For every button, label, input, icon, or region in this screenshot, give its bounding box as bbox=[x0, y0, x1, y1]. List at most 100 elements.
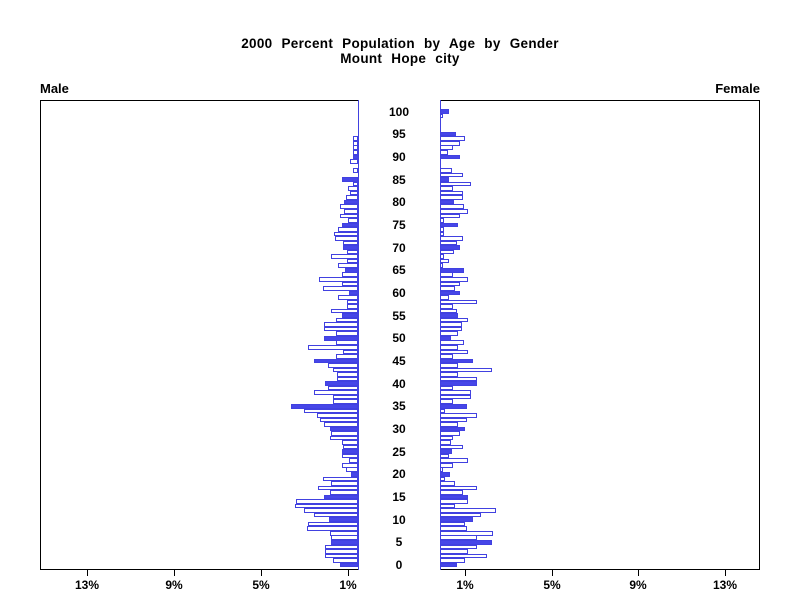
female-bar-age-66 bbox=[440, 263, 444, 268]
age-label-35: 35 bbox=[392, 399, 406, 414]
male-bar-age-74 bbox=[338, 227, 358, 232]
age-label-70: 70 bbox=[392, 240, 406, 255]
female-bar-age-31 bbox=[440, 422, 459, 427]
female-bar-age-12 bbox=[440, 508, 497, 513]
female-bar-age-56 bbox=[440, 308, 458, 314]
x-tick-1% bbox=[465, 570, 466, 576]
male-bar-age-18 bbox=[330, 481, 358, 486]
chart-title-line-2: Mount Hope city bbox=[340, 51, 460, 66]
male-bar-age-19 bbox=[323, 476, 358, 482]
female-bar-age-22 bbox=[440, 462, 454, 468]
female-panel-frame bbox=[440, 100, 760, 570]
age-label-95: 95 bbox=[392, 127, 406, 142]
male-bar-age-25 bbox=[341, 449, 358, 454]
x-tick-5% bbox=[261, 570, 262, 576]
male-bar-age-31 bbox=[324, 422, 358, 427]
x-tick-9% bbox=[638, 570, 639, 576]
male-bar-age-9 bbox=[308, 521, 358, 527]
male-panel-frame bbox=[40, 100, 358, 570]
male-bar-age-49 bbox=[336, 340, 358, 346]
age-label-30: 30 bbox=[392, 421, 406, 436]
age-label-90: 90 bbox=[392, 149, 406, 164]
male-bar-age-40 bbox=[325, 381, 358, 386]
male-bar-age-94 bbox=[352, 136, 358, 141]
female-bar-age-78 bbox=[440, 208, 469, 214]
male-bar-age-29 bbox=[330, 431, 358, 436]
female-bar-age-93 bbox=[440, 140, 460, 146]
male-bar-age-61 bbox=[323, 286, 358, 291]
male-bar-age-52 bbox=[324, 326, 358, 332]
male-bar-age-27 bbox=[341, 440, 358, 445]
female-bar-age-67 bbox=[440, 258, 449, 264]
x-tick-1% bbox=[348, 570, 349, 576]
female-bar-age-84 bbox=[440, 181, 472, 187]
female-bar-age-55 bbox=[440, 313, 459, 318]
male-bar-age-10 bbox=[328, 517, 358, 522]
male-bar-age-79 bbox=[339, 204, 358, 210]
male-bar-age-17 bbox=[317, 485, 358, 491]
female-bar-age-61 bbox=[440, 286, 456, 291]
male-bar-age-71 bbox=[342, 240, 358, 246]
male-bar-age-70 bbox=[342, 245, 358, 250]
female-bar-age-73 bbox=[440, 231, 445, 237]
male-bar-age-78 bbox=[343, 208, 358, 214]
female-bar-age-29 bbox=[440, 431, 460, 436]
female-bar-age-69 bbox=[440, 249, 455, 255]
female-bar-age-3 bbox=[440, 549, 469, 554]
male-bar-age-43 bbox=[333, 367, 358, 373]
age-label-65: 65 bbox=[392, 263, 406, 278]
male-bar-age-53 bbox=[324, 322, 358, 327]
male-bar-age-56 bbox=[330, 308, 358, 314]
age-label-40: 40 bbox=[392, 376, 406, 391]
female-bar-age-85 bbox=[440, 177, 449, 182]
male-bar-age-8 bbox=[307, 526, 358, 531]
x-tick-13% bbox=[87, 570, 88, 576]
female-bar-age-43 bbox=[440, 367, 493, 373]
female-bar-age-94 bbox=[440, 136, 465, 141]
male-bar-age-21 bbox=[346, 467, 358, 473]
female-bar-age-82 bbox=[440, 190, 463, 196]
female-bar-age-64 bbox=[440, 272, 454, 278]
female-bar-age-15 bbox=[440, 494, 469, 500]
male-bar-age-7 bbox=[329, 530, 358, 536]
male-bar-age-15 bbox=[324, 494, 358, 500]
male-bar-age-64 bbox=[341, 272, 358, 278]
age-label-25: 25 bbox=[392, 444, 406, 459]
female-bar-age-42 bbox=[440, 372, 459, 377]
x-tick-9% bbox=[174, 570, 175, 576]
female-bar-age-18 bbox=[440, 481, 456, 486]
female-bar-age-0 bbox=[440, 562, 458, 568]
age-label-100: 100 bbox=[388, 104, 410, 119]
female-bar-age-70 bbox=[440, 245, 460, 250]
x-tick-label-13%: 13% bbox=[74, 578, 100, 592]
female-bar-age-95 bbox=[440, 131, 457, 137]
female-bar-age-40 bbox=[440, 381, 477, 386]
male-bar-age-39 bbox=[327, 385, 358, 391]
female-bar-age-92 bbox=[440, 145, 454, 151]
female-bar-age-86 bbox=[440, 172, 463, 178]
female-bar-age-60 bbox=[440, 290, 460, 296]
female-bar-age-51 bbox=[440, 331, 459, 336]
female-bar-age-53 bbox=[440, 322, 462, 327]
female-bar-age-45 bbox=[440, 358, 473, 364]
male-bar-age-59 bbox=[338, 295, 358, 300]
male-bar-age-55 bbox=[341, 313, 358, 318]
female-bar-age-35 bbox=[440, 403, 468, 409]
female-bar-age-13 bbox=[440, 503, 456, 509]
female-bar-age-16 bbox=[440, 490, 463, 495]
x-tick-5% bbox=[552, 570, 553, 576]
male-bar-age-81 bbox=[346, 195, 358, 200]
female-bar-age-81 bbox=[440, 195, 463, 200]
male-bar-age-46 bbox=[336, 354, 358, 359]
male-bar-age-34 bbox=[303, 408, 358, 414]
male-bar-age-4 bbox=[325, 544, 358, 550]
age-label-85: 85 bbox=[392, 172, 406, 187]
female-bar-age-72 bbox=[440, 236, 463, 241]
male-bar-age-36 bbox=[333, 399, 358, 405]
male-inner-axis-line bbox=[358, 100, 359, 570]
male-bar-age-26 bbox=[342, 444, 358, 450]
female-bar-age-75 bbox=[440, 222, 459, 228]
female-bar-age-41 bbox=[440, 376, 477, 382]
male-bar-age-54 bbox=[336, 317, 358, 323]
